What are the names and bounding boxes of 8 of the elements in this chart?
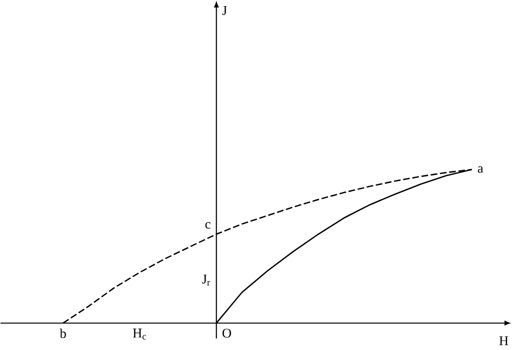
text: O xyxy=(222,328,232,338)
annotation: c xyxy=(205,222,210,229)
text: J xyxy=(222,6,227,16)
annotation: J$_{r}$ xyxy=(202,274,210,286)
text: b xyxy=(60,328,66,338)
x-axis-title: H xyxy=(499,336,508,346)
annotation: a xyxy=(478,166,484,173)
text: H$_{c}$ xyxy=(132,328,146,340)
